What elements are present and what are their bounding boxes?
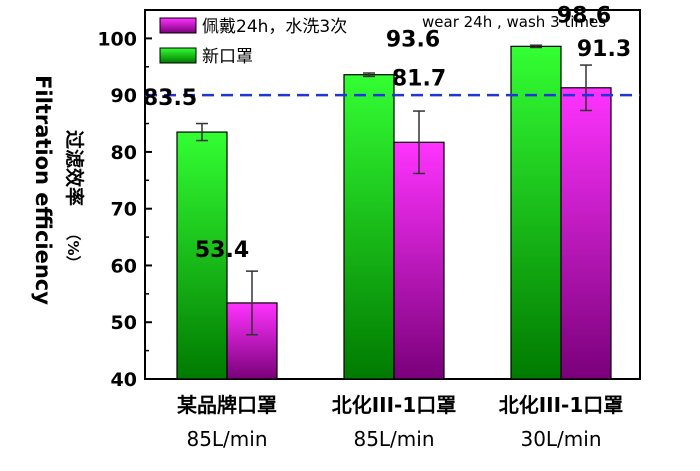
x-category-flow-rate: 85L/min (353, 427, 434, 451)
legend-swatch-washed (159, 17, 197, 34)
y-axis-ticks: 40 50 60 70 80 90 100 (97, 28, 152, 391)
data-label-new-mask: 98.6 (557, 3, 611, 28)
y-tick-label: 100 (97, 28, 137, 50)
bar-washed-mask (560, 87, 612, 380)
legend: 佩戴24h，水洗3次 新口罩 (159, 17, 347, 67)
legend-swatch-new (159, 47, 197, 64)
data-label-washed-mask: 81.7 (392, 66, 446, 91)
bar-new-mask (510, 45, 562, 380)
legend-label-washed: 佩戴24h，水洗3次 (202, 17, 347, 37)
x-category-label: 某品牌口罩 (177, 393, 277, 417)
y-axis-label-chinese: 过滤效率 (63, 130, 86, 206)
y-tick-label: 90 (111, 85, 137, 107)
bar-new-mask (176, 131, 228, 380)
y-tick-label: 40 (111, 369, 137, 391)
x-category-label: 北化III-1口罩 (499, 393, 624, 417)
x-category-label: 北化III-1口罩 (332, 393, 457, 417)
y-tick-label: 70 (111, 199, 137, 221)
bar-new-mask (343, 74, 395, 380)
data-label-new-mask: 93.6 (386, 28, 440, 53)
legend-label-new: 新口罩 (202, 47, 253, 67)
bar-washed-mask (393, 141, 445, 380)
y-tick-label: 50 (111, 312, 137, 334)
y-axis-label-english: Filtration efficiency (31, 75, 55, 305)
y-tick-label: 60 (111, 255, 137, 277)
data-label-washed-mask: 53.4 (195, 238, 249, 263)
data-label-new-mask: 83.5 (143, 86, 197, 111)
x-category-flow-rate: 30L/min (520, 427, 601, 451)
x-axis-category-labels: 某品牌口罩 85L/min 北化III-1口罩 85L/min 北化III-1口罩 30L… (177, 393, 623, 451)
x-category-flow-rate: 85L/min (186, 427, 267, 451)
annotation-wear-wash: wear 24h , wash 3 times (422, 13, 606, 31)
y-axis-label-unit: （%） (64, 225, 82, 270)
y-tick-label: 80 (111, 142, 137, 164)
bars: 83.5 93.6 98.6 53.4 81.7 91.3 (143, 3, 640, 380)
data-label-washed-mask: 91.3 (577, 37, 631, 62)
